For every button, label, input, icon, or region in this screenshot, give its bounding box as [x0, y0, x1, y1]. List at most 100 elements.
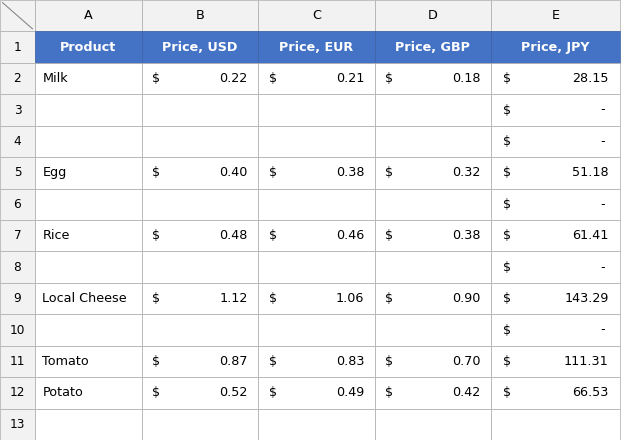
Text: 10: 10 — [10, 323, 25, 337]
Text: 51.18: 51.18 — [572, 166, 609, 180]
Text: -: - — [600, 260, 605, 274]
Bar — [142, 346, 258, 377]
Text: 0.70: 0.70 — [452, 355, 481, 368]
Text: D: D — [428, 9, 438, 22]
Bar — [0, 126, 35, 157]
Text: 9: 9 — [13, 292, 22, 305]
Text: 28.15: 28.15 — [572, 72, 609, 85]
Text: $: $ — [268, 292, 277, 305]
Text: 0.52: 0.52 — [219, 386, 248, 400]
Bar — [142, 189, 258, 220]
Bar — [258, 377, 375, 409]
Text: 7: 7 — [14, 229, 21, 242]
Bar — [142, 283, 258, 314]
Text: $: $ — [502, 198, 511, 211]
Bar — [258, 409, 375, 440]
Bar — [375, 314, 491, 346]
Text: 1: 1 — [13, 40, 22, 54]
Text: 8: 8 — [13, 260, 22, 274]
Bar — [35, 63, 142, 94]
Bar — [375, 94, 491, 126]
Text: 4: 4 — [13, 135, 22, 148]
Text: Egg: Egg — [43, 166, 67, 180]
Text: 0.42: 0.42 — [452, 386, 481, 400]
Bar — [142, 314, 258, 346]
Bar — [491, 63, 620, 94]
Bar — [491, 31, 620, 63]
Text: Price, GBP: Price, GBP — [396, 40, 470, 54]
Bar — [258, 220, 375, 251]
Bar — [258, 126, 375, 157]
Bar — [142, 251, 258, 283]
Bar — [142, 94, 258, 126]
Bar — [142, 377, 258, 409]
Text: $: $ — [385, 166, 393, 180]
Text: 2: 2 — [13, 72, 22, 85]
Text: $: $ — [502, 103, 511, 117]
Bar — [491, 283, 620, 314]
Text: $: $ — [502, 292, 511, 305]
Text: $: $ — [502, 72, 511, 85]
Bar — [491, 346, 620, 377]
Bar — [375, 31, 491, 63]
Text: 0.38: 0.38 — [452, 229, 481, 242]
Text: 0.40: 0.40 — [219, 166, 248, 180]
Bar — [375, 377, 491, 409]
Bar — [375, 251, 491, 283]
Text: 0.46: 0.46 — [336, 229, 364, 242]
Text: -: - — [600, 323, 605, 337]
Bar — [35, 377, 142, 409]
Text: E: E — [551, 9, 560, 22]
Text: Product: Product — [60, 40, 116, 54]
Bar — [35, 157, 142, 189]
Bar — [491, 251, 620, 283]
Bar — [375, 63, 491, 94]
Bar — [375, 220, 491, 251]
Text: Price, EUR: Price, EUR — [279, 40, 354, 54]
Bar — [258, 251, 375, 283]
Text: 0.48: 0.48 — [219, 229, 248, 242]
Text: 1.06: 1.06 — [336, 292, 364, 305]
Bar — [0, 314, 35, 346]
Text: $: $ — [502, 260, 511, 274]
Bar — [142, 31, 258, 63]
Bar — [258, 0, 375, 31]
Text: 111.31: 111.31 — [563, 355, 609, 368]
Bar — [491, 377, 620, 409]
Text: 0.21: 0.21 — [336, 72, 364, 85]
Text: 0.49: 0.49 — [336, 386, 364, 400]
Bar — [35, 346, 142, 377]
Text: $: $ — [385, 72, 393, 85]
Text: 0.38: 0.38 — [336, 166, 364, 180]
Text: 12: 12 — [10, 386, 25, 400]
Text: $: $ — [385, 355, 393, 368]
Text: $: $ — [268, 72, 277, 85]
Bar — [142, 220, 258, 251]
Text: $: $ — [502, 386, 511, 400]
Bar — [0, 220, 35, 251]
Bar — [142, 409, 258, 440]
Bar — [258, 189, 375, 220]
Bar — [375, 157, 491, 189]
Text: Milk: Milk — [43, 72, 68, 85]
Bar — [0, 189, 35, 220]
Bar — [35, 189, 142, 220]
Text: $: $ — [385, 229, 393, 242]
Text: $: $ — [152, 229, 160, 242]
Bar — [258, 314, 375, 346]
Bar — [0, 0, 35, 31]
Bar — [35, 409, 142, 440]
Text: $: $ — [502, 323, 511, 337]
Bar — [375, 409, 491, 440]
Text: Rice: Rice — [43, 229, 70, 242]
Text: 143.29: 143.29 — [564, 292, 609, 305]
Text: 3: 3 — [13, 103, 22, 117]
Bar — [35, 283, 142, 314]
Bar — [142, 63, 258, 94]
Text: Price, JPY: Price, JPY — [522, 40, 590, 54]
Bar — [0, 346, 35, 377]
Bar — [491, 0, 620, 31]
Text: Price, USD: Price, USD — [162, 40, 238, 54]
Text: -: - — [600, 103, 605, 117]
Text: $: $ — [502, 166, 511, 180]
